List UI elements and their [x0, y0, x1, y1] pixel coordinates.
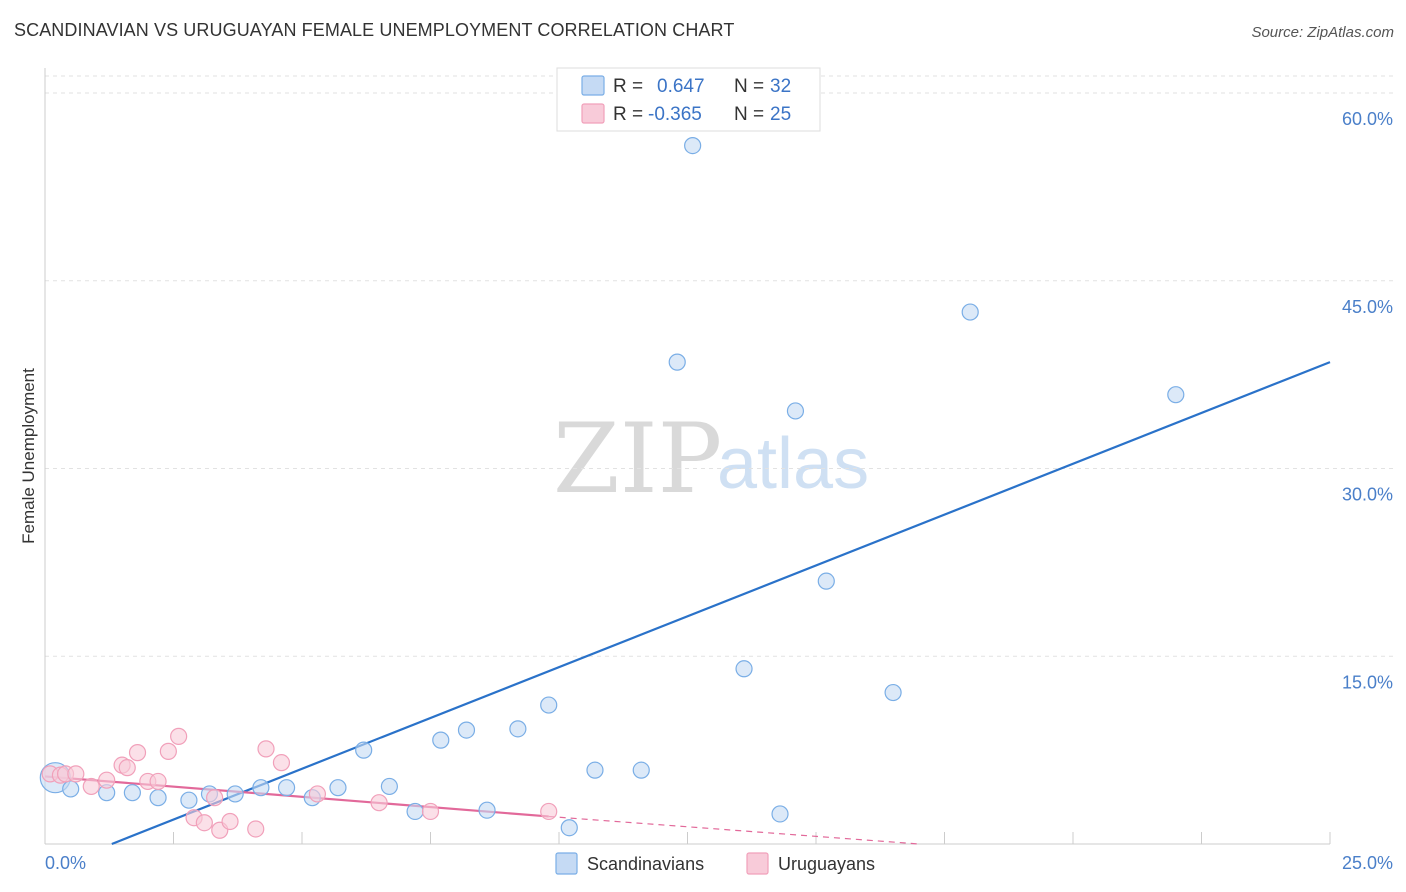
- point-uruguayans-18: [247, 820, 265, 838]
- bottom-legend-label-uruguayans: Uruguayans: [778, 854, 875, 874]
- point-scandinavians-5: [180, 791, 198, 809]
- trend-line-uruguayans: [44, 775, 549, 818]
- point-scandinavians-29: [884, 683, 902, 702]
- point-scandinavians-4: [149, 789, 167, 807]
- legend-r-value-2: -0.365: [648, 104, 702, 125]
- point-scandinavians-27: [786, 402, 805, 420]
- point-uruguayans-11: [159, 742, 177, 760]
- point-scandinavians-15: [432, 731, 450, 749]
- correlation-legend: R = 0.647 N = 32 R = -0.365 N = 25: [556, 67, 821, 132]
- point-uruguayans-20: [272, 754, 291, 772]
- point-scandinavians-26: [771, 805, 789, 823]
- watermark-zip: ZIP: [553, 403, 722, 515]
- point-scandinavians-24: [684, 137, 702, 155]
- series-legend: Scandinavians Uruguayans: [555, 852, 875, 875]
- bottom-legend-swatch-scandinavians: [555, 852, 578, 875]
- point-uruguayans-12: [170, 727, 188, 745]
- bottom-legend-swatch-uruguayans: [746, 852, 769, 875]
- legend-n-label-2: N =: [734, 104, 764, 125]
- trend-line-extension-uruguayans: [548, 815, 919, 845]
- point-uruguayans-7: [118, 759, 136, 777]
- point-uruguayans-21: [308, 785, 327, 803]
- point-uruguayans-17: [221, 812, 239, 831]
- point-scandinavians-21: [586, 761, 604, 779]
- x-tick-label-min: 0.0%: [45, 853, 86, 873]
- legend-r-label-1: R =: [613, 76, 643, 97]
- point-scandinavians-23: [668, 353, 686, 371]
- point-uruguayans-8: [128, 744, 147, 762]
- axes: 15.0% 30.0% 45.0% 60.0%: [44, 68, 1393, 845]
- point-scandinavians-25: [735, 660, 753, 678]
- legend-n-label-1: N =: [734, 76, 764, 97]
- trend-lines: [44, 361, 1331, 846]
- point-scandinavians-1: [62, 780, 80, 798]
- chart-title: SCANDINAVIAN VS URUGUAYAN FEMALE UNEMPLO…: [14, 20, 735, 40]
- y-tick-label-45: 45.0%: [1342, 297, 1393, 317]
- y-tick-label-60: 60.0%: [1342, 109, 1393, 129]
- legend-n-value-1: 32: [770, 76, 791, 97]
- point-scandinavians-18: [509, 720, 527, 738]
- point-scandinavians-31: [1167, 386, 1185, 404]
- point-uruguayans-15: [206, 789, 224, 807]
- point-uruguayans-10: [149, 772, 167, 791]
- point-scandinavians-20: [560, 819, 578, 837]
- point-scandinavians-30: [961, 303, 979, 321]
- legend-r-label-2: R =: [613, 104, 643, 125]
- data-points: [39, 137, 1185, 839]
- point-uruguayans-23: [421, 802, 440, 821]
- legend-n-value-2: 25: [770, 104, 791, 125]
- point-scandinavians-8: [252, 779, 270, 797]
- point-scandinavians-9: [277, 779, 296, 797]
- legend-r-value-1: 0.647: [657, 76, 705, 97]
- point-scandinavians-16: [457, 721, 476, 739]
- point-scandinavians-12: [355, 741, 373, 759]
- watermark: ZIP atlas: [553, 403, 869, 515]
- y-axis-label: Female Unemployment: [19, 368, 38, 544]
- point-uruguayans-22: [370, 794, 388, 812]
- y-tick-label-15: 15.0%: [1342, 672, 1393, 692]
- point-scandinavians-22: [632, 761, 650, 779]
- point-scandinavians-17: [478, 801, 496, 819]
- x-tick-label-max: 25.0%: [1342, 853, 1393, 873]
- watermark-atlas: atlas: [717, 424, 869, 504]
- trend-line-scandinavians: [111, 361, 1331, 846]
- point-scandinavians-3: [123, 784, 141, 802]
- y-tick-label-30: 30.0%: [1342, 485, 1393, 505]
- point-scandinavians-14: [406, 802, 424, 821]
- point-uruguayans-5: [98, 771, 116, 789]
- point-scandinavians-19: [540, 696, 558, 714]
- chart-source: Source: ZipAtlas.com: [1251, 24, 1394, 41]
- point-uruguayans-4: [82, 777, 100, 796]
- point-scandinavians-13: [380, 777, 398, 796]
- point-uruguayans-24: [540, 802, 558, 821]
- point-scandinavians-7: [226, 785, 244, 803]
- point-scandinavians-11: [329, 779, 347, 797]
- point-uruguayans-3: [67, 765, 85, 783]
- point-uruguayans-14: [195, 814, 213, 832]
- legend-swatch-uruguayans: [581, 103, 605, 124]
- bottom-legend-label-scandinavians: Scandinavians: [587, 854, 704, 874]
- point-scandinavians-28: [817, 572, 835, 590]
- grid: [45, 75, 1393, 657]
- legend-swatch-scandinavians: [581, 75, 605, 96]
- point-uruguayans-19: [257, 740, 275, 758]
